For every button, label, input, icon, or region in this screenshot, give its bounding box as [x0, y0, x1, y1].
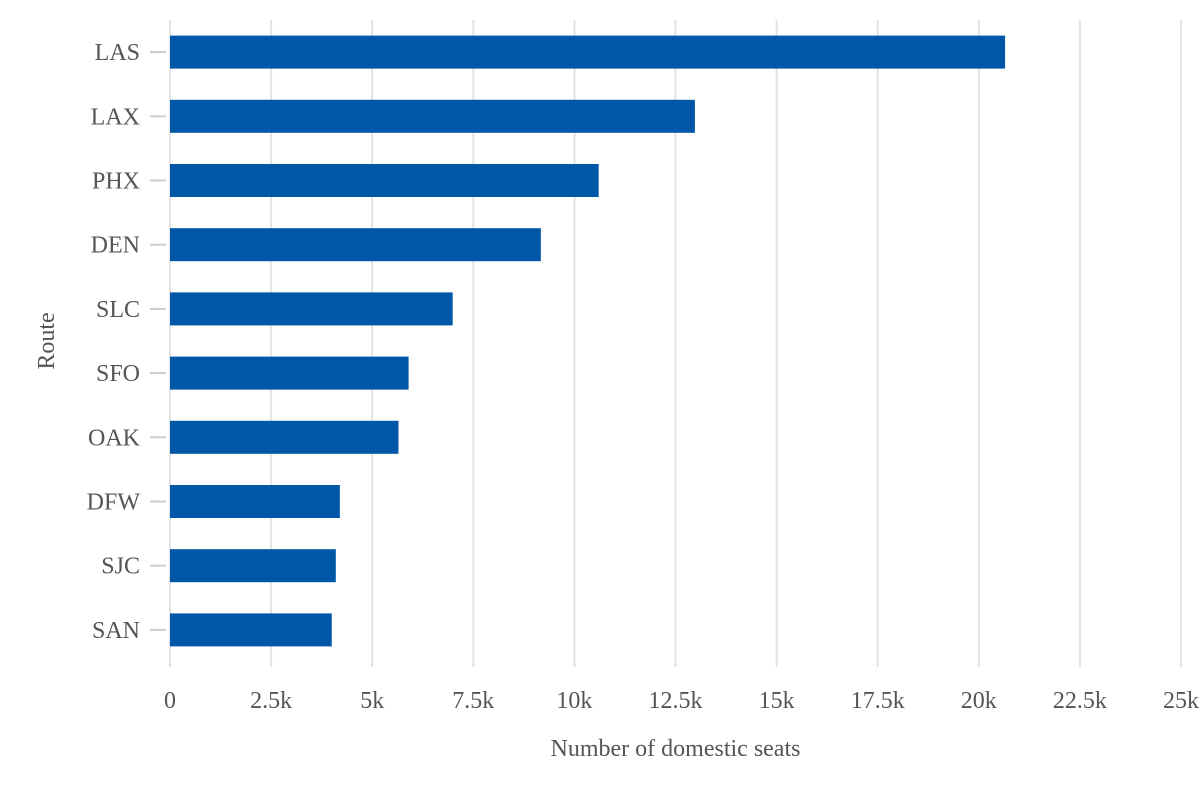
bar-lax — [170, 99, 695, 133]
bar-las — [170, 35, 1006, 69]
y-tick-label: DEN — [91, 233, 140, 259]
y-axis-title: Route — [34, 312, 60, 369]
y-tick-label: LAS — [95, 40, 140, 66]
bars — [170, 35, 1006, 647]
y-tick-label: SJC — [101, 554, 140, 580]
bar-san — [170, 613, 332, 647]
x-tick-label: 0 — [164, 688, 176, 714]
bar-oak — [170, 420, 399, 454]
x-tick-label: 5k — [360, 688, 384, 714]
x-tick-label: 22.5k — [1053, 688, 1107, 714]
x-tick-label: 17.5k — [851, 688, 905, 714]
x-tick-label: 20k — [961, 688, 997, 714]
y-tick-label: OAK — [88, 425, 141, 451]
x-tick-label: 10k — [556, 688, 592, 714]
x-tick-label: 2.5k — [250, 688, 292, 714]
x-tick-label: 12.5k — [649, 688, 703, 714]
bar-slc — [170, 292, 453, 326]
bar-sfo — [170, 356, 409, 390]
y-tick-label: SFO — [96, 361, 140, 387]
bar-den — [170, 228, 541, 262]
bar-sjc — [170, 549, 336, 583]
x-tick-label: 15k — [759, 688, 795, 714]
bar-dfw — [170, 485, 340, 518]
y-axis-ticks: LAS LAX PHX DEN SLC SFO OAK DFW SJC SAN — [87, 40, 166, 644]
y-tick-label: LAX — [91, 104, 140, 130]
x-axis-ticks: 0 2.5k 5k 7.5k 10k 12.5k 15k 17.5k 20k 22.5k 25k — [164, 688, 1199, 714]
x-tick-label: 25k — [1163, 688, 1199, 714]
bar-phx — [170, 164, 599, 197]
y-tick-label: SAN — [92, 618, 140, 644]
y-tick-label: PHX — [92, 169, 140, 195]
y-tick-label: SLC — [96, 297, 140, 323]
x-tick-label: 7.5k — [452, 688, 494, 714]
x-axis-title: Number of domestic seats — [551, 736, 801, 762]
y-tick-label: DFW — [87, 490, 141, 516]
